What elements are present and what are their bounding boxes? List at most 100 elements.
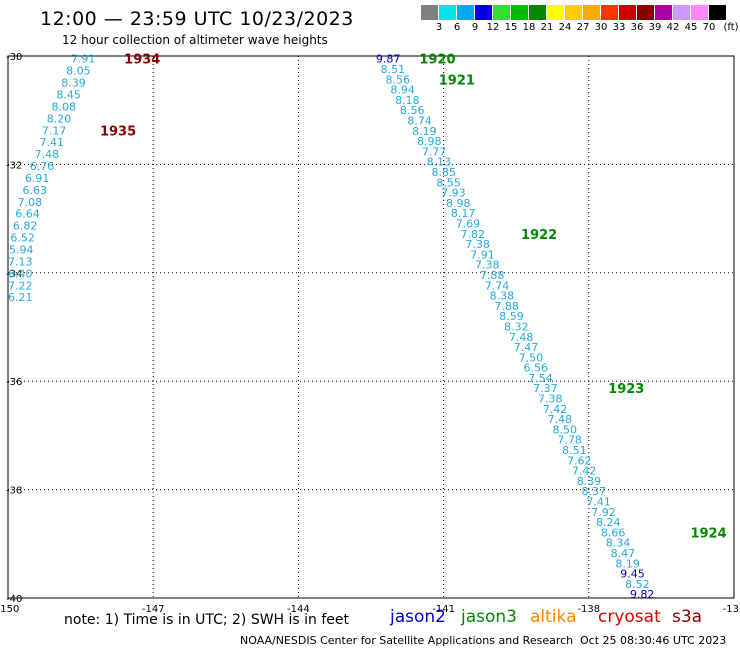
color-swatch: [421, 5, 438, 20]
x-tick-label: -144: [287, 604, 310, 615]
wave-height-value: 7.38: [465, 238, 490, 251]
color-tick-label: 6: [453, 22, 461, 33]
x-tick-label: -150: [0, 604, 19, 615]
wave-height-value: 7.91: [71, 53, 96, 66]
wave-height-value: 9.45: [620, 568, 645, 581]
color-swatch: [583, 5, 600, 20]
wave-height-value: 7.13: [8, 255, 33, 268]
wave-height-value: 7.62: [567, 454, 592, 467]
time-label: 1923: [608, 382, 644, 397]
wave-height-value: 8.47: [611, 547, 636, 560]
wave-height-value: 6.21: [8, 291, 33, 304]
wave-height-value: 7.17: [42, 124, 67, 137]
color-tick-label: 15: [504, 22, 518, 33]
time-label: 1934: [124, 53, 160, 68]
color-tick-label: 18: [522, 22, 536, 33]
wave-height-value: 8.39: [577, 475, 602, 488]
wave-height-value: 8.38: [490, 290, 514, 303]
wave-height-value: 8.34: [606, 537, 631, 550]
color-swatch: [511, 5, 528, 20]
color-swatch: [439, 5, 456, 20]
wave-height-value: 8.19: [615, 557, 640, 570]
x-tick-label: -135: [723, 604, 740, 615]
wave-height-value: 7.54: [528, 372, 553, 385]
color-swatch: [601, 5, 618, 20]
chart-title: 12:00 — 23:59 UTC 10/23/2023: [40, 8, 354, 30]
wave-height-value: 9.82: [630, 588, 655, 601]
wave-height-value: 8.85: [432, 166, 457, 179]
color-tick-label: 30: [594, 22, 608, 33]
wave-height-value: 7.78: [557, 434, 582, 447]
y-tick-label: -32: [6, 160, 22, 171]
wave-height-value: 7.41: [39, 136, 64, 149]
wave-height-value: 8.18: [395, 94, 420, 107]
legend-jason2: jason2: [390, 607, 446, 627]
wave-height-value: 7.08: [18, 196, 43, 209]
wave-height-value: 8.74: [407, 114, 432, 127]
wave-height-value: 7.92: [591, 506, 616, 519]
wave-height-value: 6.64: [15, 208, 40, 221]
wave-height-value: 8.50: [553, 423, 578, 436]
wave-height-value: 6.56: [523, 362, 548, 375]
y-tick-label: -40: [6, 594, 22, 605]
color-tick-label: 70: [702, 22, 716, 33]
wave-height-value: 8.45: [56, 88, 81, 101]
wave-height-value: 7.88: [494, 300, 519, 313]
wave-height-value: 6.82: [13, 220, 38, 233]
wave-height-value: 8.55: [436, 176, 461, 189]
x-tick-label: -138: [577, 604, 600, 615]
wave-height-value: 8.39: [61, 77, 86, 90]
wave-height-value: 8.17: [451, 207, 476, 220]
color-tick-label: 9: [471, 22, 479, 33]
wave-height-value: 7.69: [456, 217, 481, 230]
color-swatch: [673, 5, 690, 20]
color-tick-label: 42: [666, 22, 680, 33]
units-note: note: 1) Time is in UTC; 2) SWH is in fe…: [64, 612, 350, 628]
generation-timestamp: Oct 25 08:30:46 UTC 2023: [580, 634, 727, 647]
wave-height-value: 6.63: [23, 184, 48, 197]
wave-height-value: 7.47: [514, 341, 539, 354]
legend-s3a: s3a: [672, 607, 703, 627]
wave-height-value: 7.38: [538, 393, 563, 406]
wave-height-value: 8.52: [625, 578, 650, 591]
wave-height-value: 8.56: [386, 73, 411, 86]
y-tick-label: -36: [6, 377, 22, 388]
wave-height-value: 7.74: [485, 279, 510, 292]
wave-height-value: 8.98: [417, 135, 442, 148]
color-swatch: [457, 5, 474, 20]
time-label: 1921: [439, 73, 475, 88]
color-swatch: [637, 5, 654, 20]
wave-height-value: 7.48: [509, 331, 534, 344]
color-swatch: [709, 5, 726, 20]
wave-height-value: 8.24: [596, 516, 621, 529]
color-tick-label: 33: [612, 22, 626, 33]
wave-height-value: 7.37: [533, 382, 558, 395]
color-swatch: [529, 5, 546, 20]
wave-height-value: 8.19: [412, 125, 437, 138]
wave-height-value: 7.22: [8, 279, 33, 292]
color-swatch: [619, 5, 636, 20]
y-tick-label: -34: [6, 269, 22, 280]
wave-height-value: 6.40: [8, 267, 33, 280]
wave-height-value: 7.82: [461, 228, 486, 241]
time-label: 1935: [100, 124, 136, 139]
time-label: 1922: [521, 228, 557, 243]
color-tick-label: 3: [435, 22, 443, 33]
color-swatch: [655, 5, 672, 20]
x-tick-label: -141: [432, 604, 455, 615]
color-tick-label: 45: [684, 22, 698, 33]
wave-height-value: 9.87: [376, 53, 401, 66]
color-swatch: [475, 5, 492, 20]
credit-line: NOAA/NESDIS Center for Satellite Applica…: [240, 634, 574, 647]
wave-height-value: 7.48: [35, 148, 60, 161]
y-tick-label: -30: [6, 52, 22, 63]
time-label: 1924: [690, 526, 726, 541]
wave-height-value: 8.05: [66, 65, 91, 78]
color-tick-label: 21: [540, 22, 554, 33]
wave-height-value: 7.91: [470, 248, 495, 261]
wave-height-value: 7.38: [475, 259, 500, 272]
wave-height-value: 8.20: [47, 112, 72, 125]
color-tick-label: 36: [630, 22, 644, 33]
wave-height-value: 7.50: [519, 351, 544, 364]
